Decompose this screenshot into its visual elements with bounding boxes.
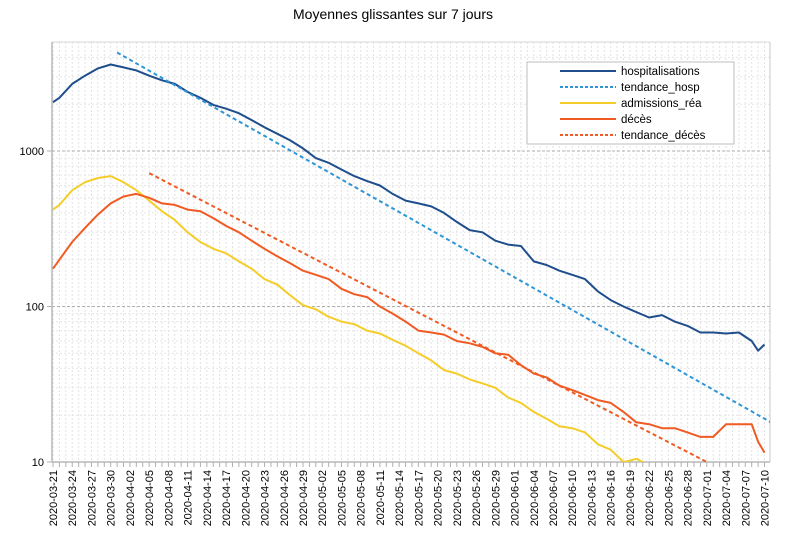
x-tick-label: 2020-06-25 <box>663 470 675 526</box>
x-tick-label: 2020-07-07 <box>740 470 752 526</box>
legend-label: hospitalisations <box>621 66 700 78</box>
x-tick-label: 2020-05-26 <box>471 470 483 526</box>
series-admissions-r-a <box>52 175 644 462</box>
x-tick-label: 2020-04-20 <box>240 470 252 526</box>
x-tick-label: 2020-03-30 <box>106 470 118 526</box>
x-tick-label: 2020-06-19 <box>625 470 637 526</box>
x-tick-label: 2020-04-08 <box>163 470 175 526</box>
x-tick-label: 2020-05-05 <box>336 470 348 526</box>
x-tick-label: 2020-06-04 <box>529 470 541 526</box>
x-tick-label: 2020-07-01 <box>702 470 714 526</box>
x-tick-label: 2020-03-27 <box>86 470 98 526</box>
x-tick-label: 2020-06-13 <box>586 470 598 526</box>
chart-title: Moyennes glissantes sur 7 jours <box>293 6 493 22</box>
x-tick-label: 2020-05-20 <box>433 470 445 526</box>
series-tendance-hosp <box>116 51 770 423</box>
y-tick-label: 100 <box>26 302 44 314</box>
x-tick-label: 2020-05-23 <box>452 470 464 526</box>
axes: 10 100 1000 2020-03-21 2020-03-24 2020-03-27 2… <box>20 41 772 526</box>
x-tick-label: 2020-07-04 <box>721 470 733 526</box>
x-tick-label: 2020-06-22 <box>644 470 656 526</box>
series-lines <box>52 51 770 462</box>
x-tick-label: 2020-04-17 <box>221 470 233 526</box>
x-tick-label: 2020-05-14 <box>394 470 406 526</box>
x-tick-label: 2020-05-08 <box>356 470 368 526</box>
x-tick-label: 2020-03-24 <box>67 470 79 526</box>
legend-label: décès <box>621 114 652 126</box>
x-tick-label: 2020-06-10 <box>567 470 579 526</box>
y-tick-label: 1000 <box>20 146 44 158</box>
series-d-c-s <box>52 192 766 454</box>
x-tick-label: 2020-06-07 <box>548 470 560 526</box>
legend: hospitalisations tendance_hosp admissions_… <box>526 61 735 145</box>
x-tick-label: 2020-06-28 <box>683 470 695 526</box>
x-tick-label: 2020-06-16 <box>606 470 618 526</box>
x-tick-label: 2020-05-29 <box>490 470 502 526</box>
legend-label: admissions_réa <box>621 98 702 110</box>
x-tick-label: 2020-04-29 <box>298 470 310 526</box>
x-tick-label: 2020-04-11 <box>183 470 195 525</box>
x-tick-label: 2020-04-14 <box>202 470 214 526</box>
x-tick-label: 2020-07-10 <box>760 470 772 526</box>
x-tick-label: 2020-03-21 <box>48 470 60 526</box>
y-tick-label: 10 <box>32 457 44 469</box>
x-tick-label: 2020-05-17 <box>413 470 425 526</box>
x-tick-label: 2020-04-26 <box>279 470 291 526</box>
legend-label: tendance_hosp <box>621 82 700 94</box>
legend-label: tendance_décès <box>621 130 706 142</box>
x-tick-label: 2020-04-05 <box>144 470 156 526</box>
x-tick-label: 2020-04-23 <box>260 470 272 526</box>
x-tick-label: 2020-06-01 <box>510 470 522 526</box>
x-tick-label: 2020-04-02 <box>125 470 137 526</box>
x-tick-label: 2020-05-02 <box>317 470 329 526</box>
x-tick-label: 2020-05-11 <box>375 470 387 525</box>
